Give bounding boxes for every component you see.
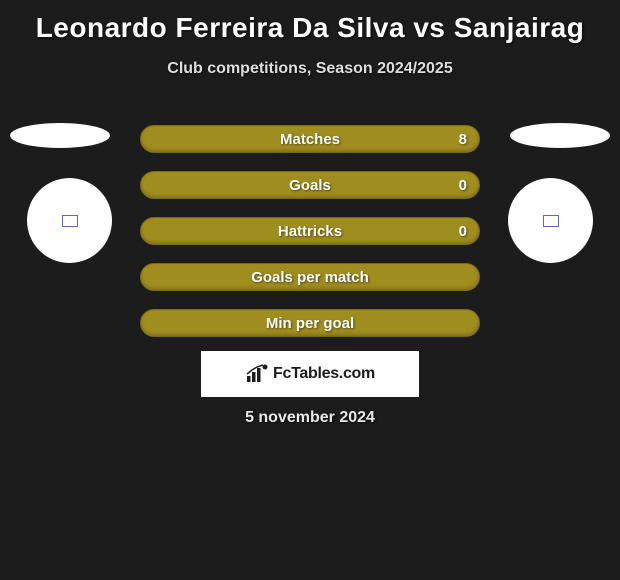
stat-label: Hattricks [278, 223, 342, 240]
left-player-oval [10, 123, 110, 148]
chart-icon [245, 364, 269, 384]
brand-box[interactable]: FcTables.com [201, 351, 419, 397]
stat-value: 0 [459, 177, 467, 194]
stat-bar-goals-per-match: Goals per match [140, 263, 480, 291]
comparison-title: Leonardo Ferreira Da Silva vs Sanjairag [0, 0, 620, 44]
stat-bar-min-per-goal: Min per goal [140, 309, 480, 337]
stat-label: Matches [280, 131, 340, 148]
stat-label: Goals [289, 177, 331, 194]
right-player-badge [508, 178, 593, 263]
stat-bar-hattricks: Hattricks 0 [140, 217, 480, 245]
left-player-badge [27, 178, 112, 263]
stat-bar-matches: Matches 8 [140, 125, 480, 153]
stat-bar-goals: Goals 0 [140, 171, 480, 199]
snapshot-date: 5 november 2024 [0, 409, 620, 427]
stat-value: 8 [459, 131, 467, 148]
comparison-subtitle: Club competitions, Season 2024/2025 [0, 60, 620, 78]
image-placeholder-icon [62, 215, 78, 227]
stat-value: 0 [459, 223, 467, 240]
stat-label: Goals per match [251, 269, 369, 286]
image-placeholder-icon [543, 215, 559, 227]
stat-label: Min per goal [266, 315, 354, 332]
brand-label: FcTables.com [273, 365, 375, 383]
stats-container: Matches 8 Goals 0 Hattricks 0 Goals per … [140, 125, 480, 355]
right-player-oval [510, 123, 610, 148]
